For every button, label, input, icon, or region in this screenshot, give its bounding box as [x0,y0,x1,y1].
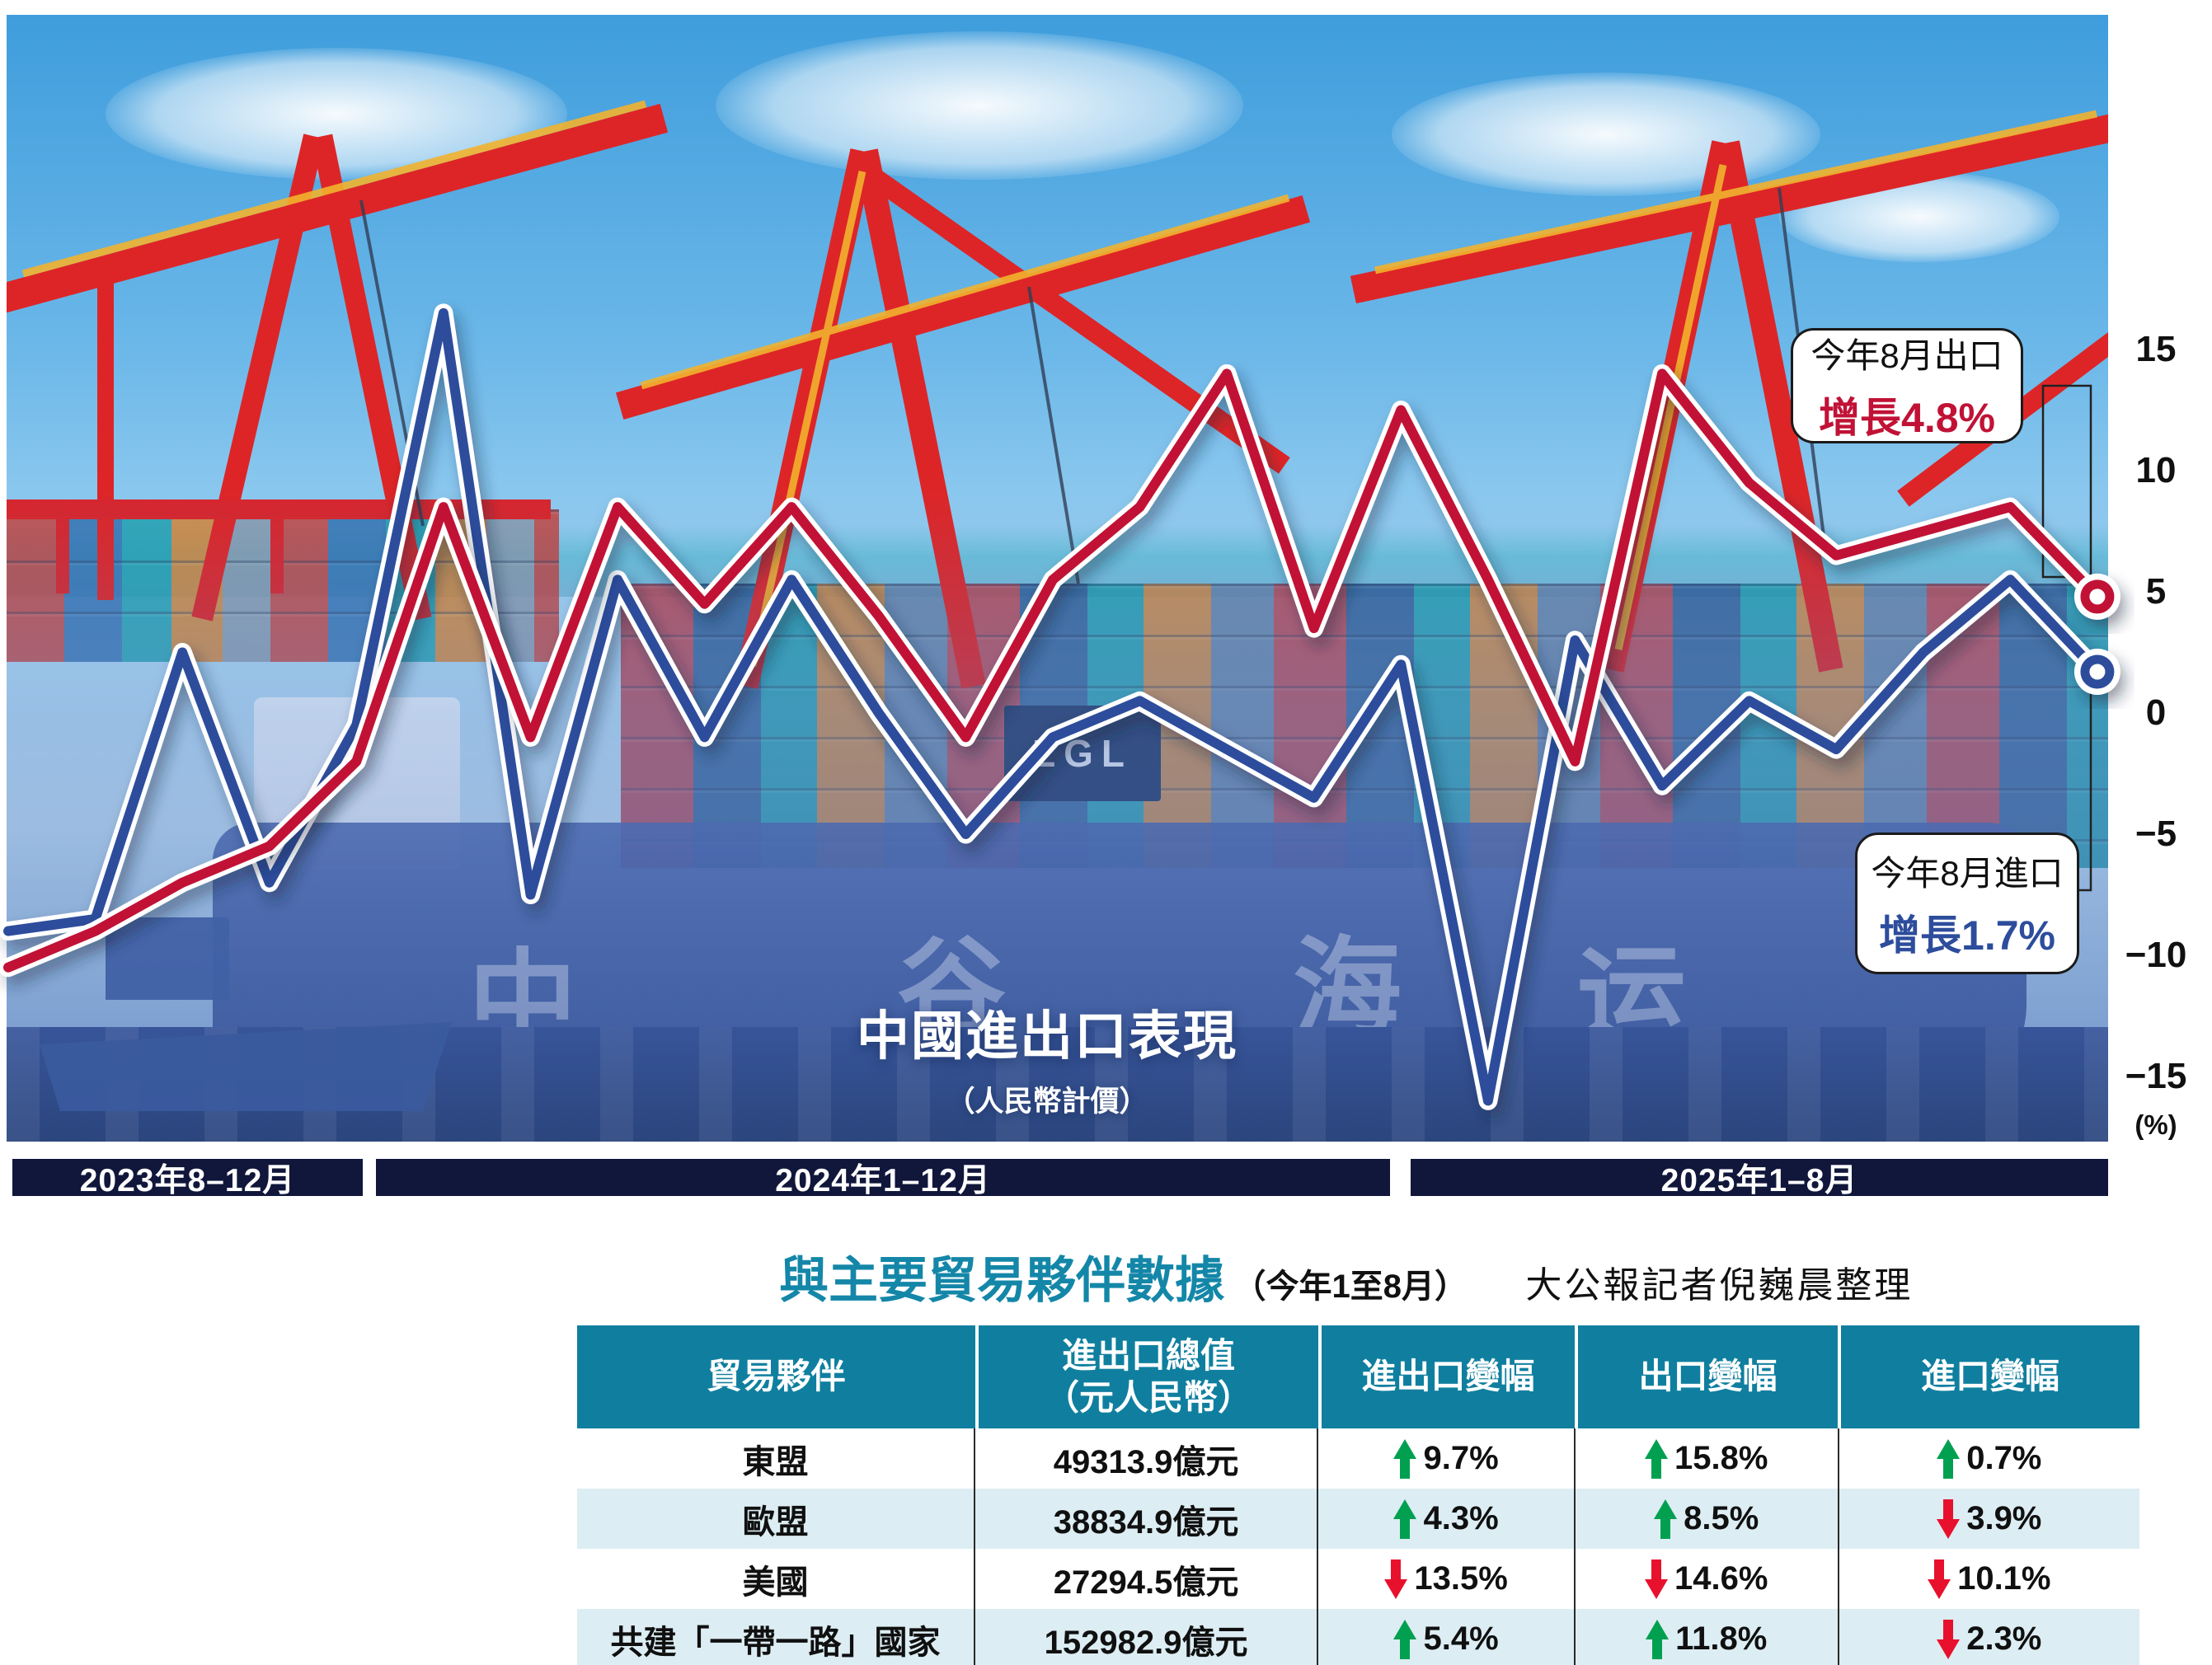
import-annotation-box: 今年8月進口 增長1.7% [1855,832,2079,974]
total-value: 49313.9億元 [973,1428,1317,1489]
total-value: 152982.9億元 [973,1609,1317,1665]
y-axis-tick: 0 [2145,692,2167,733]
total-value: 27294.5億元 [973,1549,1317,1609]
trend-arrow-icon [1928,1558,1951,1601]
table-header-row: 貿易夥伴 進出口總值 （元人民幣） 進出口變幅 出口變幅 進口變幅 [577,1325,2139,1428]
partner-name: 歐盟 [742,1503,809,1541]
partner-name: 共建「一帶一路」國家 [610,1624,941,1661]
trend-arrow-icon [1393,1498,1417,1541]
table-row: 歐盟 38834.9億元 4.3% 8.5% 3.9% [577,1489,2139,1549]
header-partner: 貿易夥伴 [577,1325,975,1428]
table-credit: 大公報記者倪巍晨整理 [1525,1265,1914,1306]
table-title-row: 與主要貿易夥伴數據 （今年1至8月） 大公報記者倪巍晨整理 [779,1241,2139,1312]
header-total: 進出口總值 （元人民幣） [975,1325,1318,1428]
export-annotation-box: 今年8月出口 增長4.8% [1791,328,2023,443]
x-band-2023: 2023年8–12月 [12,1159,363,1198]
trend-arrow-icon [1937,1438,1961,1480]
y-axis-tick: −5 [2135,814,2177,854]
y-axis-tick: 10 [2135,450,2177,490]
container-zgl: ZGL [1004,706,1161,801]
trend-arrow-icon [1393,1618,1417,1661]
trend-arrow-icon [1384,1558,1408,1601]
total-change: 4.3% [1317,1489,1574,1549]
table-row: 美國 27294.5億元 13.5% 14.6% 10.1% [577,1549,2139,1609]
import-annotation-value: 增長1.7% [1879,912,2055,959]
partner-name: 美國 [742,1564,809,1601]
export-change: 14.6% [1573,1549,1838,1609]
trade-partners-table: 貿易夥伴 進出口總值 （元人民幣） 進出口變幅 出口變幅 進口變幅 東盟 4931… [577,1325,2139,1665]
x-band-2025: 2025年1–8月 [1411,1159,2108,1198]
header-total-change: 進出口變幅 [1318,1325,1575,1428]
y-axis-tick: −10 [2125,935,2187,975]
export-annotation-title: 今年8月出口 [1810,335,2003,375]
chart-subtitle: （人民幣計價） [946,1086,1148,1118]
y-axis-tick: 15 [2135,329,2177,369]
total-value: 38834.9億元 [973,1489,1317,1549]
trend-arrow-icon [1645,1438,1669,1480]
chart-title: 中國進出口表現 [857,1006,1237,1066]
y-axis-tick: 5 [2145,571,2167,612]
table-row: 共建「一帶一路」國家 152982.9億元 5.4% 11.8% 2.3% [577,1609,2139,1665]
import-change: 0.7% [1837,1428,2139,1489]
table-period: （今年1至8月） [1233,1269,1468,1305]
total-change: 13.5% [1317,1549,1574,1609]
export-change: 8.5% [1573,1489,1838,1549]
export-change: 15.8% [1573,1428,1838,1489]
table-row: 東盟 49313.9億元 9.7% 15.8% 0.7% [577,1428,2139,1489]
trend-arrow-icon [1645,1558,1669,1601]
export-change: 11.8% [1573,1609,1838,1665]
export-annotation-value: 增長4.8% [1819,394,1995,441]
partner-name: 東盟 [742,1443,809,1480]
total-change: 9.7% [1317,1428,1574,1489]
y-axis-unit: (%) [2135,1109,2177,1140]
table-title: 與主要貿易夥伴數據 [779,1253,1224,1308]
import-change: 3.9% [1837,1489,2139,1549]
total-change: 5.4% [1317,1609,1574,1665]
trend-arrow-icon [1937,1618,1961,1661]
trend-arrow-icon [1646,1618,1670,1661]
import-annotation-title: 今年8月進口 [1871,853,2064,893]
container-label: ZGL [1032,732,1133,775]
y-axis-tick: −15 [2125,1056,2187,1096]
import-change: 2.3% [1837,1609,2139,1665]
y-axis: 15 10 5 0 −5 −10 −15 [2105,0,2207,1154]
header-export-change: 出口變幅 [1575,1325,1838,1428]
port-photo-background: ZGL 中 谷 海 运 [7,15,2108,1142]
x-band-2024: 2024年1–12月 [376,1159,1390,1198]
chart-title-block: 中國進出口表現 （人民幣計價） [796,994,1299,1120]
import-change: 10.1% [1837,1549,2139,1609]
trend-arrow-icon [1654,1498,1678,1541]
trend-arrow-icon [1937,1498,1961,1541]
trend-arrow-icon [1393,1438,1417,1480]
header-import-change: 進口變幅 [1838,1325,2139,1428]
tugboat [106,917,229,1000]
